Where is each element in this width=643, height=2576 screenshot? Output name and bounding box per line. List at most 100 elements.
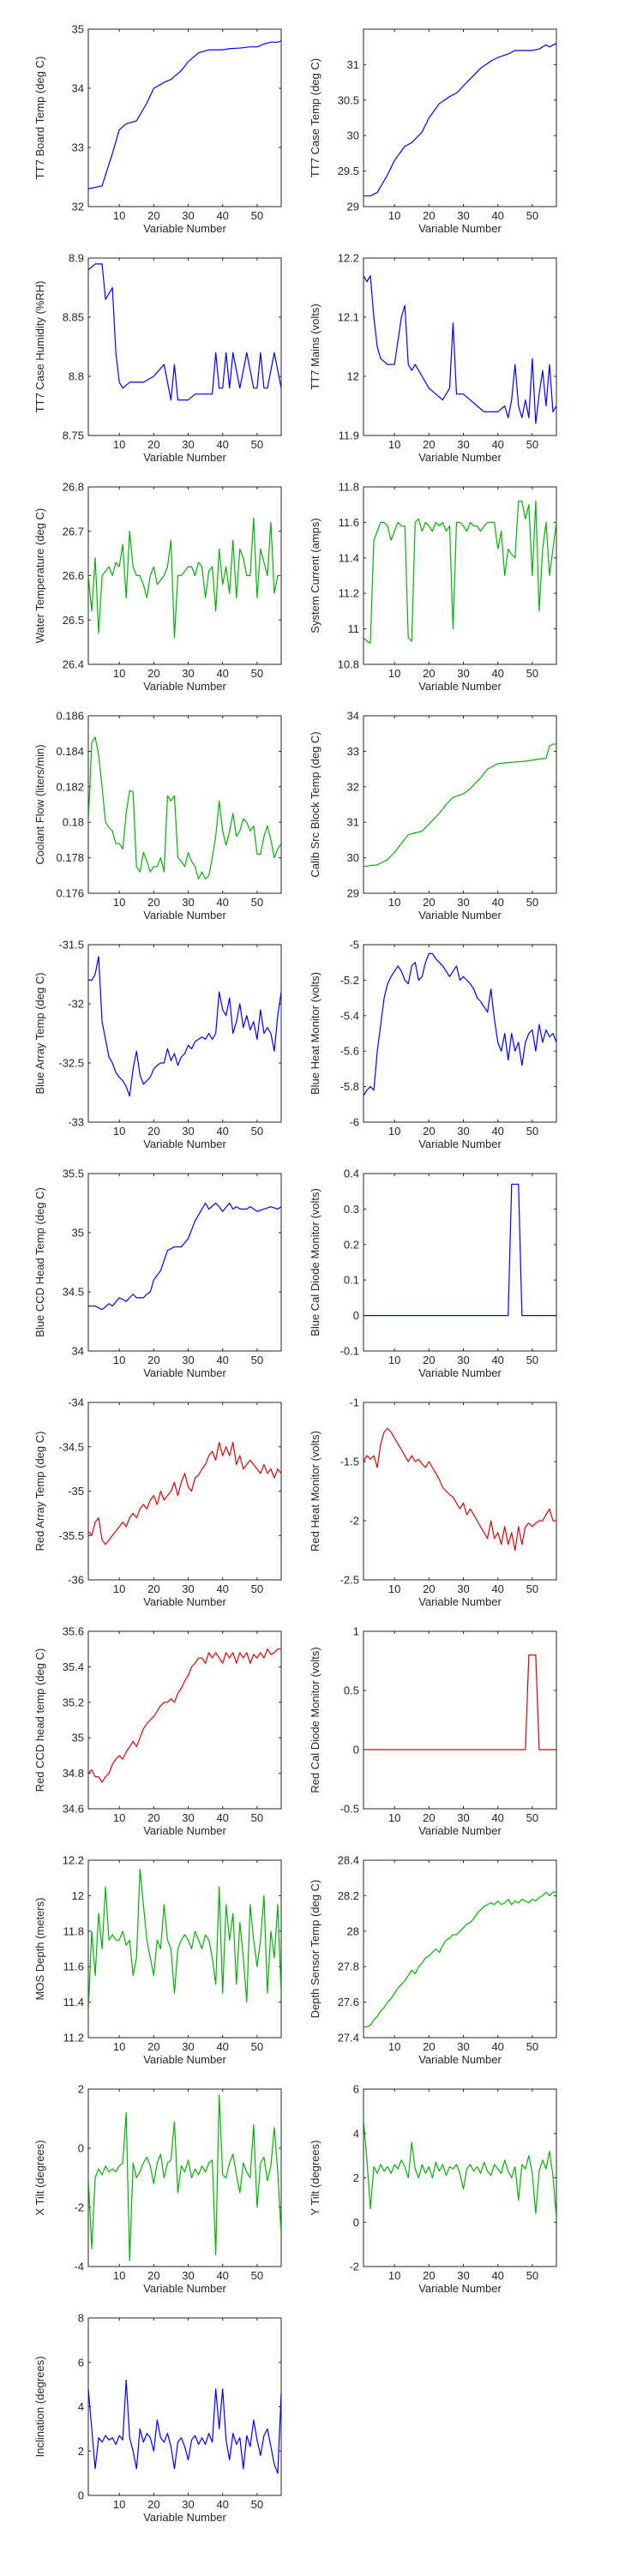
series-line [364,275,556,424]
x-tick-label: 20 [423,2040,435,2053]
y-tick-label: 0 [78,2489,84,2502]
y-tick-label: 27.8 [338,1961,359,1973]
y-axis-label: Red Heat Monitor (volts) [309,1431,322,1552]
subplot: 10 20 30 40 50 27.4 27.6 27.8 28 28.2 28.4 Variable… [309,1854,557,2066]
x-tick-label: 50 [251,1125,263,1138]
y-tick-label: 29 [347,887,359,900]
x-tick-label: 40 [216,438,228,451]
y-tick-label: -5.6 [340,1045,359,1058]
y-tick-label: -1 [349,1396,359,1409]
plot-area [363,1630,557,1810]
plot-area [363,944,557,1123]
x-tick-label: 30 [182,2040,194,2053]
y-tick-label: -6 [349,1116,359,1129]
x-tick-label: 20 [423,1354,435,1366]
x-tick-label: 50 [251,438,263,451]
y-tick-label: -5.2 [340,974,359,987]
y-axis-label: Depth Sensor Temp (deg C) [309,1880,322,2019]
y-tick-label: 35 [72,23,84,36]
y-tick-label: 28.4 [338,1854,359,1867]
x-tick-label: 10 [388,1811,400,1824]
x-tick-label: 20 [423,209,435,222]
y-tick-label: -2 [349,1515,359,1528]
x-axis-label: Variable Number [418,451,502,464]
x-tick-label: 40 [491,438,503,451]
y-tick-label: 35.5 [63,1168,84,1180]
x-tick-label: 30 [457,896,469,909]
series-line [88,736,281,880]
y-tick-label: -2.5 [340,1574,359,1587]
y-tick-label: 33 [72,141,84,154]
y-tick-label: 6 [78,2356,84,2369]
y-tick-label: 8.75 [63,429,84,442]
x-tick-label: 50 [251,667,263,680]
x-tick-label: 50 [251,2269,263,2282]
subplot: 10 20 30 40 50 29 29.5 30 30.5 31 Variable Number T… [309,28,557,235]
y-tick-label: 11.8 [339,481,359,494]
x-tick-label: 30 [457,1125,469,1138]
subplot: 10 20 30 40 50 -2.5 -2 -1.5 -1 Variable Number Red… [309,1396,557,1608]
x-axis-label: Variable Number [418,2053,502,2066]
x-tick-label: 40 [216,896,228,909]
subplot: 10 20 30 40 50 -4 -2 0 2 Variable Number X Tilt (d… [33,2083,282,2295]
subplot: 10 20 30 40 50 -33 -32.5 -32 -31.5 Variable Numbe… [33,939,282,1150]
y-tick-label: -31.5 [58,939,84,952]
y-tick-label: -5 [349,939,359,952]
x-tick-label: 30 [457,2040,469,2053]
y-tick-label: 0.4 [344,1168,359,1180]
series-line [364,1654,556,1750]
x-tick-label: 30 [457,2269,469,2282]
y-tick-label: -34 [68,1396,84,1409]
y-tick-label: -1.5 [340,1456,359,1468]
y-tick-label: -0.5 [340,1803,359,1816]
x-tick-label: 50 [526,209,538,222]
y-tick-label: 34.5 [63,1286,84,1299]
y-axis-label: TT7 Mains (volts) [309,303,322,389]
x-tick-label: 20 [147,2040,159,2053]
plot-area [87,257,282,436]
y-tick-label: 2 [353,2171,359,2184]
y-tick-label: 0.2 [344,1238,359,1251]
subplot: 10 20 30 40 50 34 34.5 35 35.5 Variable Number Blu… [33,1168,282,1379]
subplot: 10 20 30 40 50 34.6 34.8 35 35.2 35.4 35.6 Variable… [33,1625,282,1837]
x-tick-label: 40 [216,2269,228,2282]
x-axis-label: Variable Number [143,451,226,464]
y-tick-label: 6 [353,2083,359,2096]
y-tick-label: 0.178 [56,851,84,864]
y-tick-label: 30 [347,129,359,142]
x-tick-label: 40 [491,209,503,222]
x-tick-label: 30 [457,209,469,222]
y-tick-label: 8.85 [63,311,84,324]
y-tick-label: -5.4 [340,1009,359,1022]
plot-area [87,715,282,894]
series-line [88,1868,281,2011]
plot-area [87,2317,282,2496]
plot-area [363,486,557,665]
y-tick-label: 29.5 [338,165,359,177]
series-line [364,1427,556,1552]
y-tick-label: 26.5 [63,614,84,627]
x-axis-label: Variable Number [143,1366,226,1379]
x-tick-label: 50 [526,1582,538,1595]
subplot: 10 20 30 40 50 10.8 11 11.2 11.4 11.6 11.8 Variable… [309,481,557,693]
x-tick-label: 10 [388,896,400,909]
y-tick-label: 0.176 [56,887,84,900]
x-axis-label: Variable Number [143,680,226,693]
y-tick-label: 8 [78,2312,84,2325]
y-tick-label: 29 [347,201,359,213]
x-axis-label: Variable Number [418,2282,502,2295]
x-tick-label: 30 [182,1582,194,1595]
x-tick-label: 50 [251,1811,263,1824]
y-tick-label: 2 [78,2083,84,2096]
subplot: 10 20 30 40 50 11.2 11.4 11.6 11.8 12 12.2 Variable… [33,1854,282,2066]
x-axis-label: Variable Number [418,1595,502,1608]
x-tick-label: 50 [526,438,538,451]
plot-area [87,2088,282,2267]
y-tick-label: 4 [353,2127,359,2140]
x-tick-label: 30 [457,1582,469,1595]
y-tick-label: 34 [347,710,359,723]
y-tick-label: 27.4 [338,2032,359,2045]
y-tick-label: 32 [347,780,359,793]
x-axis-label: Variable Number [143,2053,226,2066]
y-axis-label: Blue CCD Head Temp (deg C) [33,1187,46,1337]
